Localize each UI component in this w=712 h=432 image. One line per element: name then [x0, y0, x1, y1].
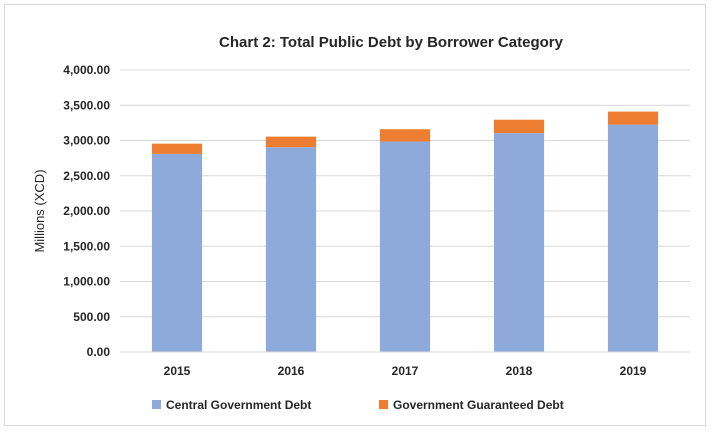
- bar-government-guaranteed-debt-2018: [493, 119, 545, 134]
- bar-government-guaranteed-debt-2017: [379, 129, 431, 142]
- bar-government-guaranteed-debt-2016: [265, 136, 317, 148]
- x-tick-label: 2019: [620, 364, 647, 378]
- bar-government-guaranteed-debt-2019: [607, 111, 659, 125]
- x-tick-label: 2018: [506, 364, 533, 378]
- legend-label-government-guaranteed-debt: Government Guaranteed Debt: [393, 398, 564, 412]
- bar-central-government-debt-2017: [379, 141, 431, 352]
- x-tick-label: 2016: [278, 364, 305, 378]
- x-tick-label: 2017: [392, 364, 419, 378]
- y-tick-label: 1,500.00: [63, 239, 110, 253]
- bar-central-government-debt-2015: [151, 153, 203, 352]
- y-tick-label: 3,500.00: [63, 98, 110, 112]
- y-tick-label: 3,000.00: [63, 134, 110, 148]
- x-axis-ticks: 2015 2016 2017 2018 2019: [164, 364, 647, 378]
- chart-title: Chart 2: Total Public Debt by Borrower C…: [219, 34, 564, 51]
- y-tick-label: 4,000.00: [63, 63, 110, 77]
- legend: Central Government Debt Government Guaran…: [152, 398, 564, 412]
- y-axis-ticks: 0.00 500.00 1,000.00 1,500.00 2,000.00 2,500.…: [63, 63, 110, 359]
- bar-central-government-debt-2018: [493, 133, 545, 352]
- y-tick-label: 0.00: [87, 345, 111, 359]
- legend-swatch-government-guaranteed-debt: [379, 400, 388, 409]
- x-tick-label: 2015: [164, 364, 191, 378]
- chart-frame: [4, 4, 706, 426]
- bar-central-government-debt-2016: [265, 147, 317, 352]
- y-tick-label: 2,000.00: [63, 204, 110, 218]
- legend-swatch-central-government-debt: [152, 400, 161, 409]
- legend-label-central-government-debt: Central Government Debt: [166, 398, 311, 412]
- y-tick-label: 1,000.00: [63, 275, 110, 289]
- y-tick-label: 2,500.00: [63, 169, 110, 183]
- bars: [151, 111, 659, 352]
- bar-government-guaranteed-debt-2015: [151, 143, 203, 154]
- y-axis-label: Millions (XCD): [32, 169, 47, 252]
- y-tick-label: 500.00: [73, 310, 110, 324]
- bar-central-government-debt-2019: [607, 124, 659, 352]
